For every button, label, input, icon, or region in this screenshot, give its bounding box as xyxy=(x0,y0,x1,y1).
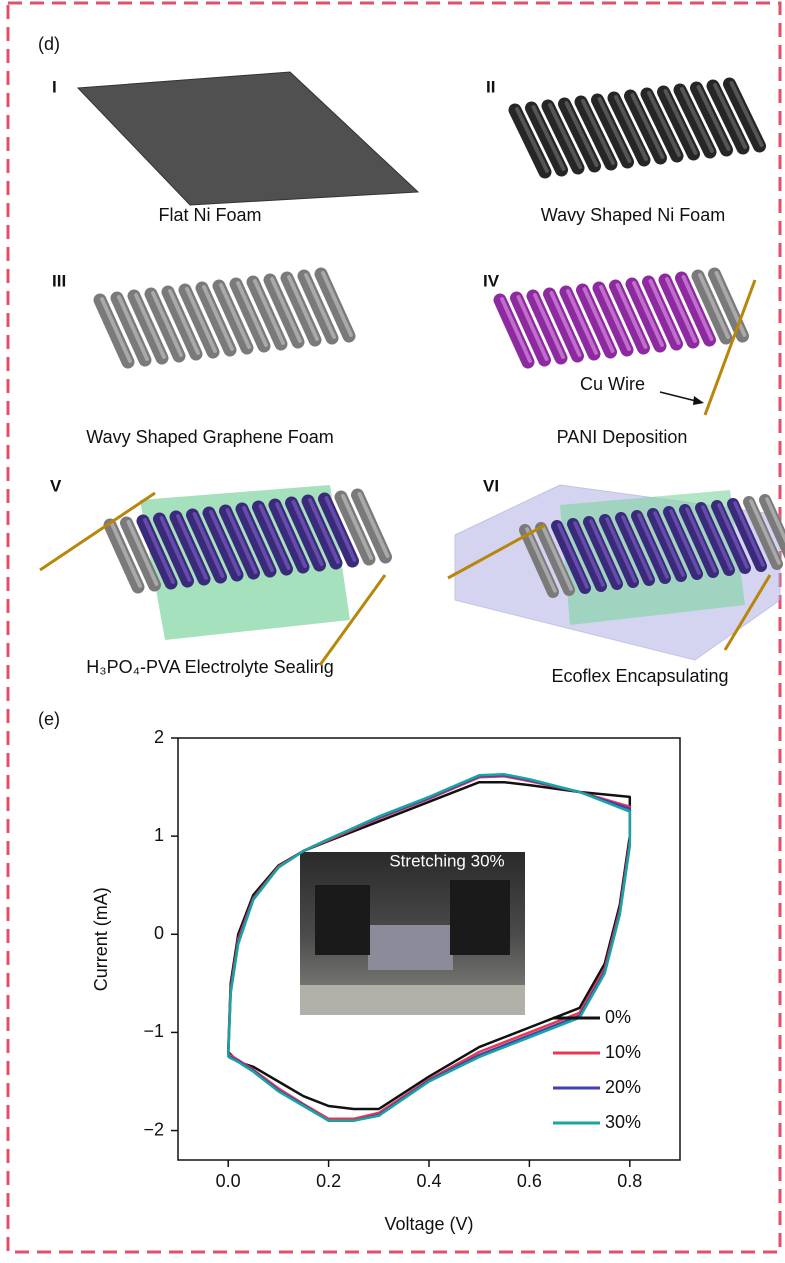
panel-caption: PANI Deposition xyxy=(557,427,688,447)
diagram: (d) I Flat Ni Foam II Wavy Shaped Ni Foam III… xyxy=(38,34,785,686)
panel-label: (e) xyxy=(38,709,60,729)
y-tick-label: −2 xyxy=(143,1119,164,1139)
x-tick-label: 0.0 xyxy=(216,1171,241,1191)
x-tick-label: 0.4 xyxy=(416,1171,441,1191)
inset-clamp xyxy=(315,885,370,955)
x-tick-label: 0.2 xyxy=(316,1171,341,1191)
inset-clamp xyxy=(450,880,510,955)
chart: (e) 0.0 0.2 0.4 0.6 0.8 −2 −1 0 1 2 Voltage (V) Curr… xyxy=(38,709,680,1234)
arrow-head xyxy=(693,396,704,405)
panel-label: (d) xyxy=(38,34,60,54)
panel-caption: H₃PO₄-PVA Electrolyte Sealing xyxy=(86,657,333,677)
panel-caption: Flat Ni Foam xyxy=(158,205,261,225)
x-tick-label: 0.6 xyxy=(517,1171,542,1191)
y-tick-label: 2 xyxy=(154,727,164,747)
panel-numeral: II xyxy=(486,77,495,96)
panel-caption: Wavy Shaped Ni Foam xyxy=(541,205,725,225)
y-tick-label: −1 xyxy=(143,1021,164,1041)
figure: (d) I Flat Ni Foam II Wavy Shaped Ni Foam III… xyxy=(0,0,785,1258)
inset-label: Stretching 30% xyxy=(389,851,504,870)
annotation: Cu Wire xyxy=(580,374,645,394)
legend-label: 10% xyxy=(605,1042,641,1062)
x-axis-label: Voltage (V) xyxy=(384,1214,473,1234)
panel-caption: Wavy Shaped Graphene Foam xyxy=(86,427,333,447)
y-tick-label: 0 xyxy=(154,923,164,943)
panel-numeral: VI xyxy=(483,476,499,495)
panel-caption: Ecoflex Encapsulating xyxy=(551,666,728,686)
panel-numeral: V xyxy=(50,476,62,495)
x-tick-label: 0.8 xyxy=(617,1171,642,1191)
y-axis-label: Current (mA) xyxy=(91,887,111,991)
flat-sheet xyxy=(78,72,418,205)
panel-numeral: IV xyxy=(483,271,500,290)
legend-label: 0% xyxy=(605,1007,631,1027)
y-tick-label: 1 xyxy=(154,825,164,845)
panel-numeral: III xyxy=(52,271,66,290)
inset-sample xyxy=(368,925,453,970)
inset-ruler xyxy=(300,985,525,1015)
legend-label: 30% xyxy=(605,1112,641,1132)
panel-numeral: I xyxy=(52,77,57,96)
legend-label: 20% xyxy=(605,1077,641,1097)
